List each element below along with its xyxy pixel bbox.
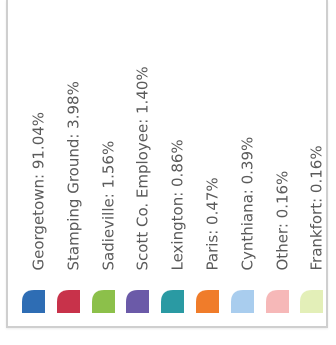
legend-label: Other: 0.16%: [273, 170, 292, 271]
legend-label: Cynthiana: 0.39%: [238, 136, 257, 271]
legend-label: Sadieville: 1.56%: [99, 140, 118, 271]
legend-swatch: [265, 290, 289, 313]
legend-swatch-shape: [161, 290, 185, 313]
legend-item: Sadieville: 1.56%: [86, 0, 120, 326]
legend-label: Lexington: 0.86%: [168, 139, 187, 271]
legend-item: Georgetown: 91.04%: [16, 0, 50, 326]
legend-label: Paris: 0.47%: [203, 177, 222, 271]
legend-swatch-shape: [56, 290, 80, 313]
legend-swatch-shape: [196, 290, 219, 313]
legend-swatch-shape: [300, 290, 324, 313]
legend-swatch: [300, 290, 324, 313]
legend-swatch: [230, 290, 254, 313]
legend-swatch: [126, 290, 150, 313]
legend-item: Scott Co. Employee: 1.40%: [120, 0, 154, 326]
legend-swatch: [22, 290, 45, 313]
legend-item: Frankfort: 0.16%: [294, 0, 328, 326]
legend-item: Stamping Ground: 3.98%: [51, 0, 85, 326]
legend-label: Georgetown: 91.04%: [29, 111, 48, 271]
legend-item: Other: 0.16%: [260, 0, 294, 326]
legend-item: Paris: 0.47%: [190, 0, 224, 326]
legend-swatch: [196, 290, 219, 313]
legend-item: Cynthiana: 0.39%: [225, 0, 259, 326]
chart-legend: Georgetown: 91.04% Stamping Ground: 3.98%…: [6, 0, 328, 328]
legend-swatch: [56, 290, 80, 313]
legend-item: Lexington: 0.86%: [155, 0, 189, 326]
legend-swatch: [91, 290, 115, 313]
legend-label: Scott Co. Employee: 1.40%: [133, 66, 152, 271]
legend-swatch-shape: [91, 290, 115, 313]
legend-label: Stamping Ground: 3.98%: [64, 81, 83, 271]
legend-label: Frankfort: 0.16%: [307, 145, 326, 271]
legend-swatch-shape: [126, 290, 150, 313]
legend-swatch: [161, 290, 185, 313]
legend-swatch-shape: [22, 290, 45, 313]
legend-swatch-shape: [230, 290, 254, 313]
legend-swatch-shape: [265, 290, 289, 313]
